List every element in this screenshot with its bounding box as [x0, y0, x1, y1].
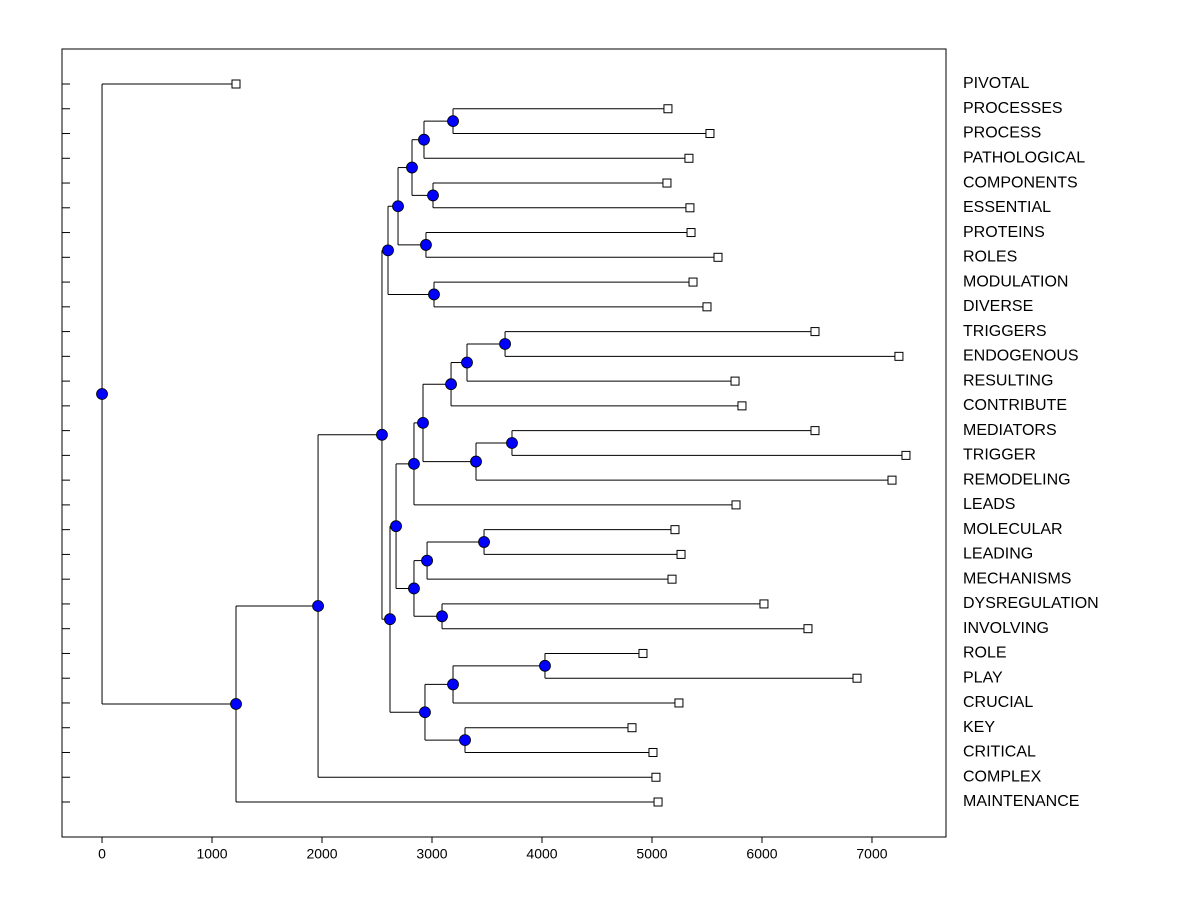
- merge-node: [420, 239, 432, 251]
- merge-node: [408, 457, 420, 470]
- leaf-marker: [810, 426, 820, 436]
- leaf-marker: [653, 797, 663, 807]
- merge-node: [312, 600, 324, 612]
- leaf-marker: [686, 228, 696, 238]
- leaf-label: DIVERSE: [963, 298, 1033, 315]
- leaf-marker: [638, 648, 648, 658]
- leaf-label: INVOLVING: [963, 620, 1049, 637]
- leaf-marker: [231, 79, 241, 89]
- leaf-label: PROCESSES: [963, 100, 1063, 117]
- merge-node: [230, 698, 242, 710]
- leaf-label: MODULATION: [963, 273, 1068, 290]
- merge-node: [392, 200, 404, 213]
- leaf-label: PATHOLOGICAL: [963, 149, 1085, 166]
- merge-node: [461, 356, 473, 369]
- leaf-label: CRUCIAL: [963, 694, 1033, 711]
- leaf-label: PROTEINS: [963, 224, 1045, 241]
- leaf-marker: [810, 327, 820, 337]
- leaf-label: MAINTENANCE: [963, 793, 1079, 810]
- leaf-label: ENDOGENOUS: [963, 348, 1079, 365]
- merge-node: [428, 288, 440, 301]
- leaf-marker: [737, 401, 747, 411]
- leaf-label: MECHANISMS: [963, 570, 1071, 587]
- leaf-marker: [803, 624, 813, 634]
- merge-node: [459, 734, 471, 747]
- leaf-marker: [887, 475, 897, 485]
- merge-node: [96, 388, 108, 400]
- merge-node: [421, 554, 433, 567]
- leaf-label: PLAY: [963, 669, 1003, 686]
- leaf-marker: [648, 747, 658, 757]
- leaf-marker: [702, 302, 712, 312]
- merge-node: [419, 706, 431, 719]
- leaf-label: LEADS: [963, 496, 1015, 513]
- leaf-marker: [685, 203, 695, 213]
- x-tick-label: 1000: [196, 846, 227, 862]
- leaf-label: CRITICAL: [963, 744, 1036, 761]
- merge-node: [406, 161, 418, 174]
- merge-node: [499, 338, 511, 350]
- leaf-label: REMODELING: [963, 471, 1071, 488]
- leaf-label: KEY: [963, 719, 995, 736]
- merge-node: [436, 610, 448, 623]
- merge-node: [417, 416, 429, 429]
- leaf-marker: [705, 129, 715, 139]
- leaf-label: ROLES: [963, 249, 1017, 266]
- leaf-marker: [730, 376, 740, 386]
- leaf-marker: [731, 500, 741, 510]
- merge-node: [447, 115, 459, 128]
- leaf-marker: [662, 178, 672, 188]
- leaf-marker: [852, 673, 862, 683]
- leaf-label: COMPLEX: [963, 768, 1042, 785]
- leaf-label: RESULTING: [963, 372, 1053, 389]
- leaf-marker: [894, 351, 904, 361]
- leaf-label: MEDIATORS: [963, 422, 1057, 439]
- leaf-label: PROCESS: [963, 125, 1041, 142]
- leaf-marker: [627, 723, 637, 733]
- merge-node: [418, 133, 430, 146]
- x-tick-label: 2000: [306, 846, 337, 862]
- leaf-marker: [901, 450, 911, 460]
- merge-node: [506, 437, 518, 449]
- x-tick-label: 3000: [416, 846, 447, 862]
- leaf-marker: [676, 549, 686, 559]
- x-tick-label: 5000: [636, 846, 667, 862]
- merge-node: [447, 678, 459, 691]
- plot-frame: [61, 48, 947, 838]
- leaf-label: CONTRIBUTE: [963, 397, 1067, 414]
- x-tick-label: 7000: [856, 846, 887, 862]
- merge-node: [390, 520, 402, 533]
- leaf-label: LEADING: [963, 546, 1033, 563]
- leaf-label: ROLE: [963, 645, 1007, 662]
- merge-node: [470, 455, 482, 468]
- leaf-marker: [674, 698, 684, 708]
- leaf-marker: [651, 772, 661, 782]
- leaf-label: TRIGGERS: [963, 323, 1047, 340]
- leaf-marker: [670, 525, 680, 535]
- leaf-label: COMPONENTS: [963, 174, 1078, 191]
- merge-node: [478, 536, 490, 548]
- leaf-marker: [663, 104, 673, 114]
- merge-node: [384, 613, 396, 626]
- leaf-label: MOLECULAR: [963, 521, 1063, 538]
- leaf-label: PIVOTAL: [963, 75, 1029, 92]
- leaf-label: ESSENTIAL: [963, 199, 1051, 216]
- x-tick-label: 4000: [526, 846, 557, 862]
- merge-node: [382, 244, 394, 257]
- merge-node: [408, 582, 420, 595]
- leaf-label: TRIGGER: [963, 447, 1036, 464]
- leaf-marker: [667, 574, 677, 584]
- leaf-label: DYSREGULATION: [963, 595, 1099, 612]
- x-tick-label: 0: [98, 846, 106, 862]
- leaf-marker: [759, 599, 769, 609]
- x-tick-label: 6000: [746, 846, 777, 862]
- merge-node: [427, 189, 439, 202]
- merge-node: [376, 428, 388, 441]
- merge-node: [445, 378, 457, 391]
- leaf-marker: [713, 252, 723, 262]
- merge-node: [539, 659, 551, 672]
- leaf-marker: [688, 277, 698, 287]
- leaf-marker: [684, 153, 694, 163]
